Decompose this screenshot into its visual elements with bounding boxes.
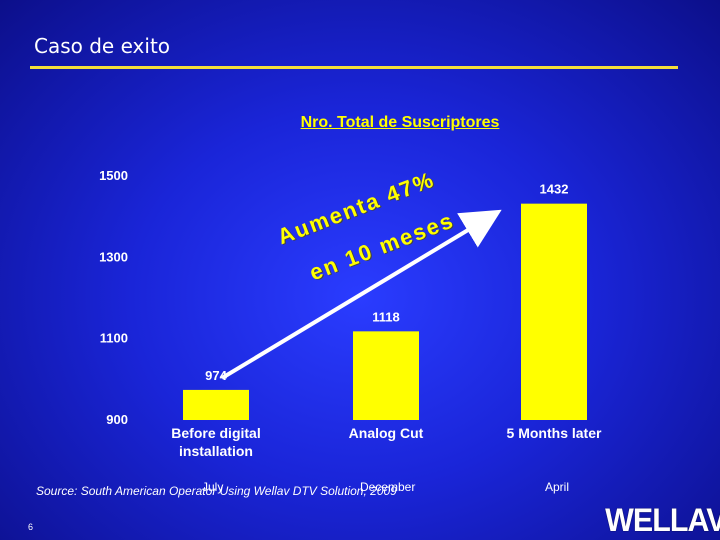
source-note: Source: South American Operator Using We…: [36, 484, 397, 498]
month-label-december: December: [360, 480, 416, 494]
bar: [521, 203, 587, 420]
month-label-april: April: [545, 480, 570, 494]
x-category-label: Before digital installation: [171, 425, 260, 459]
growth-arrow: [220, 209, 502, 380]
y-tick-label: 1300: [99, 249, 128, 264]
x-axis-labels: Before digital installation Analog Cut 5 Mo…: [171, 425, 602, 459]
month-label-july: July: [202, 480, 224, 494]
page-number: 6: [28, 522, 34, 532]
bar: [353, 331, 419, 420]
title-divider: [30, 66, 678, 69]
x-category-label: Analog Cut: [349, 425, 424, 441]
slide-title: Caso de exito: [34, 34, 171, 58]
x-category-label: 5 Months later: [507, 425, 602, 441]
y-axis: 900 1100 1300 1500: [99, 168, 128, 427]
bar-value-label: 1118: [372, 309, 400, 324]
bars-group: 974 1118 1432: [183, 182, 587, 420]
bar-value-label: 1432: [540, 182, 569, 197]
bar: [183, 389, 249, 420]
y-tick-label: 1100: [100, 331, 128, 346]
wellav-logo: WELLAV: [605, 502, 720, 538]
bar-value-label: 974: [205, 368, 227, 383]
y-tick-label: 900: [106, 412, 128, 427]
chart-title: Nro. Total de Suscriptores: [300, 114, 500, 131]
y-tick-label: 1500: [99, 168, 128, 183]
